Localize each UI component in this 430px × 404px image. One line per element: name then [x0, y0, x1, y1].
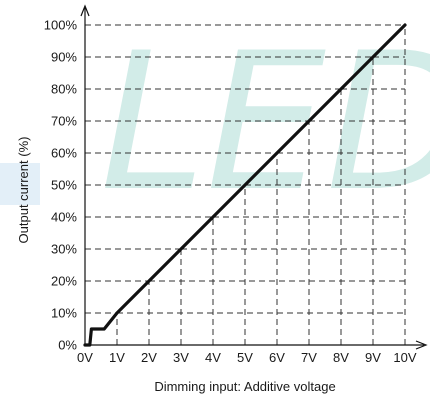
y-tick-label: 0% [58, 338, 77, 353]
watermark-text: LED [100, 12, 430, 233]
x-tick-label: 1V [109, 350, 125, 365]
y-axis-label: Output current (%) [16, 137, 31, 244]
y-tick-label: 50% [51, 178, 77, 193]
x-tick-label: 9V [365, 350, 381, 365]
x-tick-label: 4V [205, 350, 221, 365]
watermark-bar [0, 163, 40, 205]
x-tick-label: 10V [393, 350, 416, 365]
y-tick-label: 20% [51, 274, 77, 289]
axes [80, 4, 428, 350]
y-tick-label: 80% [51, 82, 77, 97]
grid [85, 24, 406, 345]
y-tick-label: 40% [51, 210, 77, 225]
x-tick-label: 3V [173, 350, 189, 365]
y-tick-label: 100% [44, 18, 78, 33]
y-tick-label: 60% [51, 146, 77, 161]
tick-labels: 0% 10% 20% 30% 40% 50% 60% 70% 80% 90% 100% 0V 1V 2V 3… [44, 18, 417, 366]
y-tick-label: 30% [51, 242, 77, 257]
x-axis-arrow [415, 340, 428, 350]
y-tick-label: 10% [51, 306, 77, 321]
x-tick-label: 7V [301, 350, 317, 365]
series-line [83, 23, 407, 347]
x-axis-label: Dimming input: Additive voltage [154, 379, 335, 394]
x-tick-label: 8V [333, 350, 349, 365]
y-tick-label: 70% [51, 114, 77, 129]
x-tick-label: 6V [269, 350, 285, 365]
y-axis-arrow [80, 4, 90, 17]
watermark: LED [0, 12, 430, 233]
series-layer [83, 23, 407, 347]
y-tick-label: 90% [51, 50, 77, 65]
x-tick-label: 2V [141, 350, 157, 365]
x-tick-label: 0V [77, 350, 93, 365]
x-tick-label: 5V [237, 350, 253, 365]
